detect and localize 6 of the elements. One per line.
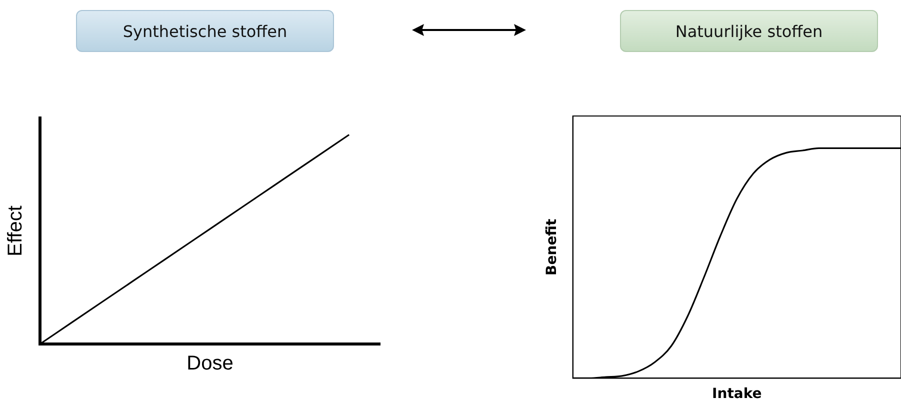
x-axis-title: Intake — [712, 386, 762, 402]
x-axis-title: Dose — [186, 352, 234, 375]
chart-title: Synthetische stoffen — [76, 10, 334, 52]
chart-title: Natuurlijke stoffen — [620, 10, 878, 52]
y-axis-title: Effect — [4, 205, 27, 256]
y-axis-title: Benefit — [544, 218, 560, 276]
